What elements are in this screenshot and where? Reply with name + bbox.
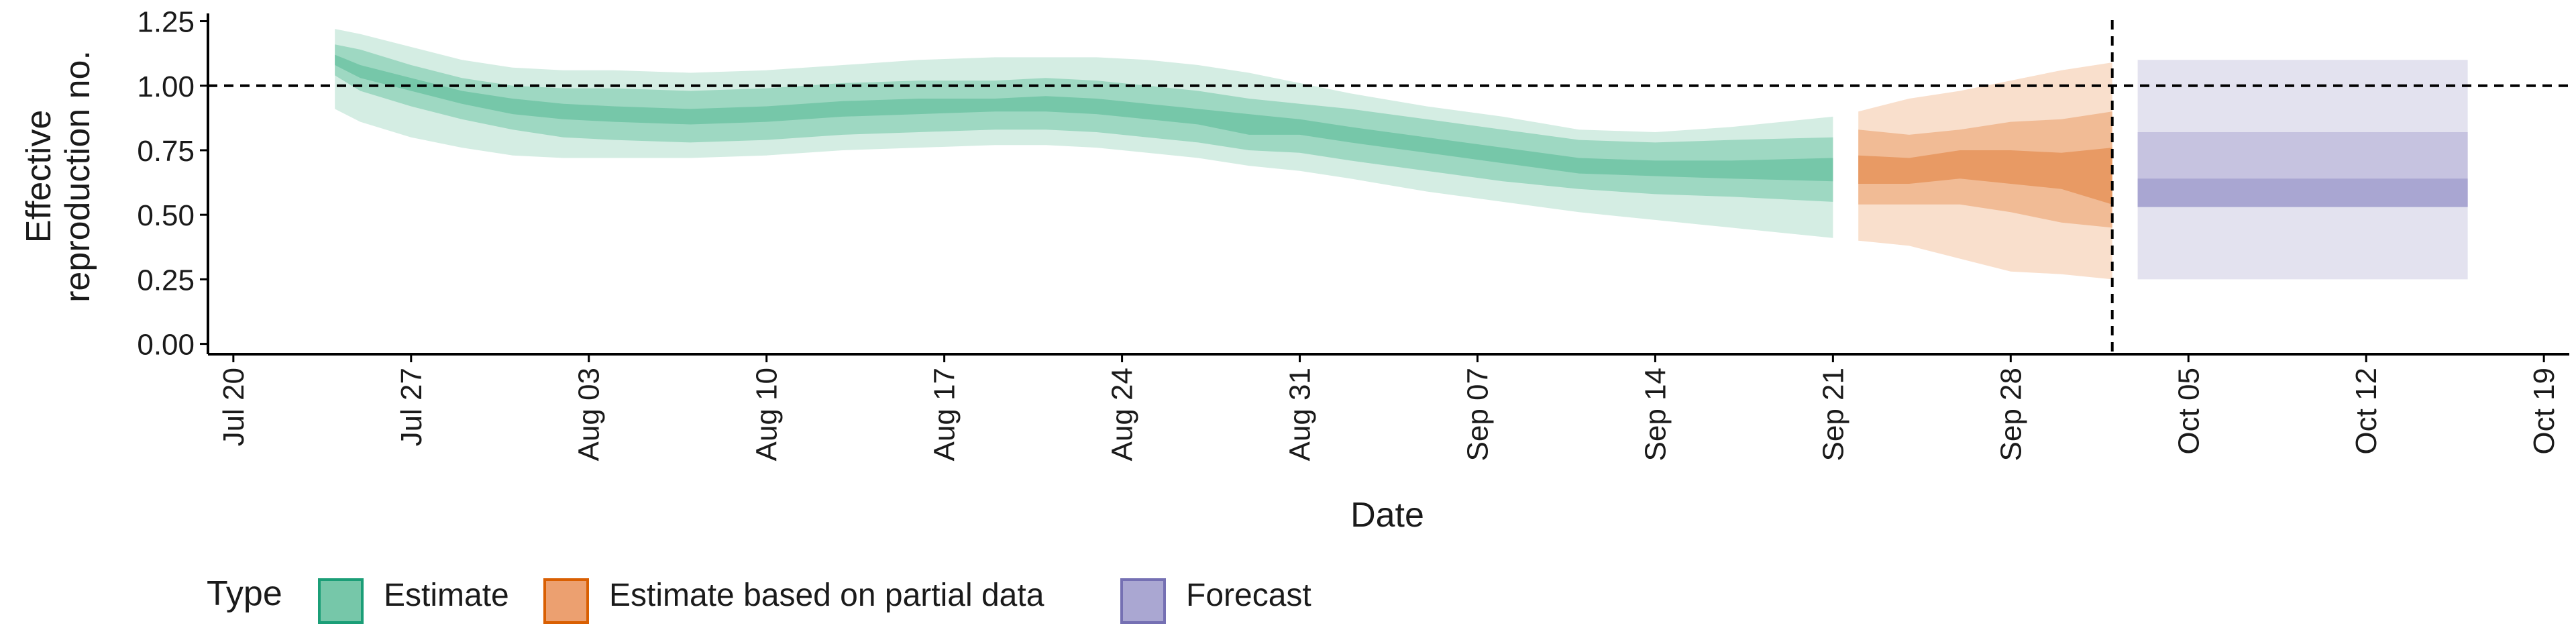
reference-lines (208, 20, 2569, 354)
estimate-bands (335, 29, 2468, 280)
x-tick-label: Sep 21 (1817, 368, 1849, 461)
estimate-outer-band (335, 29, 1833, 238)
y-tick-label: 0.75 (137, 135, 195, 168)
y-tick-label: 0.00 (137, 329, 195, 362)
x-tick-label: Oct 12 (2350, 368, 2383, 455)
legend-swatch (318, 578, 364, 624)
axes (207, 13, 2569, 356)
x-tick-label: Aug 03 (573, 368, 606, 461)
x-tick-label: Aug 31 (1284, 368, 1317, 461)
x-tick-label: Jul 20 (217, 368, 250, 446)
y-axis-ticks: 0.00 0.25 0.50 0.75 1.00 1.25 (137, 6, 208, 362)
y-tick-label: 1.25 (137, 6, 195, 39)
y-tick-label: 0.50 (137, 199, 195, 232)
legend-title: Type (207, 574, 282, 613)
legend-label: Estimate (384, 578, 509, 613)
x-tick-label: Jul 27 (395, 368, 428, 446)
x-tick-label: Sep 28 (1994, 368, 2027, 461)
x-tick-label: Oct 05 (2172, 368, 2205, 455)
y-tick-label: 0.25 (137, 264, 195, 297)
x-tick-label: Aug 10 (751, 368, 784, 461)
x-axis-ticks: Jul 20 Jul 27 Aug 03 Aug 10 Aug 17 Aug 24 Aug … (217, 354, 2561, 461)
x-tick-label: Aug 17 (928, 368, 961, 461)
legend-label: Estimate based on partial data (609, 578, 1044, 613)
estimate-inner-band (335, 54, 1833, 182)
y-axis-label-line: reproduction no. (58, 50, 97, 303)
y-tick-label: 1.00 (137, 70, 195, 103)
estimate-mid-band (335, 44, 1833, 202)
legend: Type Estimate Estimate based on partial da… (207, 574, 1311, 624)
x-tick-label: Sep 14 (1639, 368, 1672, 461)
y-axis-label-line: Effective (19, 110, 58, 243)
x-axis-label: Date (1350, 496, 1424, 535)
x-tick-label: Aug 24 (1106, 368, 1139, 461)
forecast-inner-band (2137, 178, 2468, 207)
legend-label: Forecast (1186, 578, 1311, 613)
estimate-based-on-partial-data-inner-band (1858, 148, 2112, 205)
x-tick-label: Sep 07 (1462, 368, 1495, 461)
legend-swatch (1120, 578, 1166, 624)
y-axis-label: Effectivereproduction no. (19, 50, 97, 303)
x-tick-label: Oct 19 (2528, 368, 2561, 455)
legend-swatch (543, 578, 589, 624)
